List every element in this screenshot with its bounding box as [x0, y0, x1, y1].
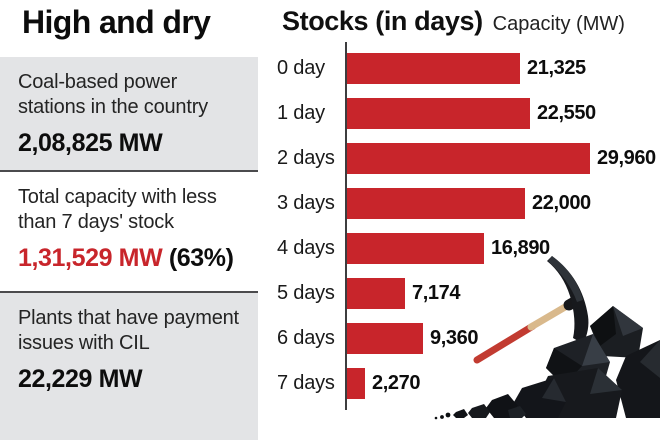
bar — [347, 188, 525, 219]
stat-label-line: stations in the country — [18, 96, 208, 118]
bar-row: 3 days 22,000 — [270, 181, 660, 226]
value-label: 16,890 — [491, 237, 550, 259]
stat-value-number: 22,229 MW — [18, 365, 143, 393]
stat-label-line: Total capacity with less — [18, 186, 217, 208]
bar — [347, 323, 423, 354]
value-label: 29,960 — [597, 147, 656, 169]
bar-row: 2 days 29,960 — [270, 136, 660, 181]
bar-row: 6 days 9,360 — [270, 316, 660, 361]
value-label: 21,325 — [527, 57, 586, 79]
category-label: 1 day — [277, 102, 325, 124]
page-title: High and dry — [22, 4, 211, 40]
value-label: 22,000 — [532, 192, 591, 214]
bar-row: 5 days 7,174 — [270, 271, 660, 316]
stat-label: Total capacity with less than 7 days' st… — [18, 185, 246, 235]
stat-value: 22,229 MW — [18, 365, 246, 394]
bar — [347, 143, 590, 174]
stat-value: 1,31,529 MW (63%) — [18, 244, 246, 273]
stat-label-line: than 7 days' stock — [18, 211, 174, 233]
stat-label: Coal-based power stations in the country — [18, 70, 246, 120]
stat-label-line: issues with CIL — [18, 332, 150, 354]
value-label: 9,360 — [430, 327, 479, 349]
category-label: 5 days — [277, 282, 335, 304]
category-label: 2 days — [277, 147, 335, 169]
bar-row: 7 days 2,270 — [270, 361, 660, 406]
stat-block-payment-issues: Plants that have payment issues with CIL… — [0, 293, 258, 440]
bar-row: 4 days 16,890 — [270, 226, 660, 271]
stats-panel: Coal-based power stations in the country… — [0, 57, 258, 440]
category-label: 7 days — [277, 372, 335, 394]
category-label: 4 days — [277, 237, 335, 259]
bar — [347, 278, 405, 309]
bar-chart: Stocks (in days) Capacity (MW) 0 day 21,3… — [270, 0, 660, 440]
value-label: 7,174 — [412, 282, 461, 304]
bar-row: 1 day 22,550 — [270, 91, 660, 136]
stat-block-total-capacity: Coal-based power stations in the country… — [0, 57, 258, 172]
category-label: 6 days — [277, 327, 335, 349]
bar — [347, 233, 484, 264]
stat-value-suffix: (63%) — [168, 244, 234, 272]
category-label: 3 days — [277, 192, 335, 214]
stat-label-line: Coal-based power — [18, 71, 178, 93]
bar-row: 0 day 21,325 — [270, 46, 660, 91]
bar — [347, 368, 365, 399]
value-label: 22,550 — [537, 102, 596, 124]
stat-label: Plants that have payment issues with CIL — [18, 306, 246, 356]
stat-value: 2,08,825 MW — [18, 129, 246, 158]
bar-chart-rows: 0 day 21,325 1 day 22,550 2 days 29,960 3 days… — [270, 46, 660, 406]
chart-axis-label: Capacity (MW) — [492, 13, 625, 35]
bar — [347, 98, 530, 129]
value-label: 2,270 — [372, 372, 421, 394]
chart-title: Stocks (in days) — [282, 6, 483, 36]
category-label: 0 day — [277, 57, 325, 79]
stat-value-number: 2,08,825 MW — [18, 129, 163, 157]
stat-block-low-stock-capacity: Total capacity with less than 7 days' st… — [0, 172, 258, 293]
chart-header: Stocks (in days) Capacity (MW) — [282, 6, 625, 37]
stat-label-line: Plants that have payment — [18, 307, 239, 329]
chart-axis-line — [345, 42, 347, 410]
bar — [347, 53, 520, 84]
stat-value-number: 1,31,529 MW — [18, 244, 163, 272]
